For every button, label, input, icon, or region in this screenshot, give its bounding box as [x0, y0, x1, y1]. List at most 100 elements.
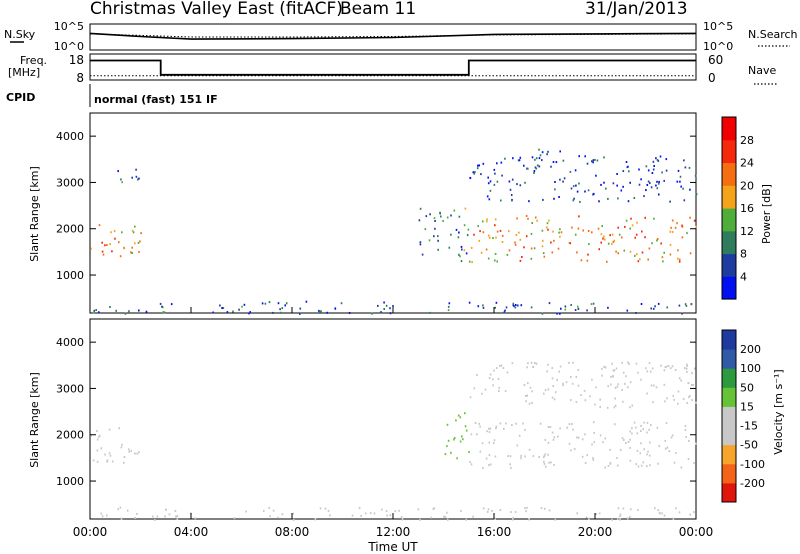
scatter-point	[577, 307, 580, 310]
scatter-point	[671, 219, 674, 222]
scatter-point	[498, 386, 500, 389]
x-tick-label: 20:00	[578, 525, 613, 539]
scatter-point	[543, 462, 546, 465]
scatter-point	[655, 157, 657, 160]
scatter-point	[131, 252, 133, 254]
scatter-point	[535, 362, 538, 365]
scatter-point	[486, 510, 489, 513]
scatter-point	[652, 307, 655, 310]
scatter-point	[479, 425, 481, 428]
scatter-point	[456, 457, 458, 460]
nsky-tick-high: 10^5	[54, 20, 84, 33]
scatter-point	[669, 200, 671, 203]
scatter-point	[243, 303, 246, 306]
scatter-point	[686, 402, 689, 404]
scatter-point	[389, 312, 392, 315]
scatter-point	[552, 438, 555, 441]
scatter-point	[553, 436, 556, 439]
scatter-point	[491, 509, 493, 512]
scatter-point	[121, 443, 123, 446]
scatter-point	[604, 437, 607, 440]
scatter-point	[511, 424, 513, 426]
scatter-point	[616, 385, 619, 388]
x-tick-label: 16:00	[477, 525, 512, 539]
scatter-point	[660, 242, 662, 245]
scatter-point	[576, 436, 578, 439]
scatter-point	[533, 170, 536, 172]
scatter-point	[629, 381, 632, 384]
scatter-point	[544, 438, 547, 441]
scatter-point	[159, 302, 162, 305]
scatter-point	[663, 369, 666, 372]
scatter-point	[680, 185, 682, 188]
scatter-point	[601, 367, 603, 370]
scatter-point	[647, 450, 649, 453]
scatter-point	[584, 433, 586, 436]
scatter-point	[647, 180, 650, 183]
scatter-point	[101, 250, 104, 253]
scatter-point	[689, 395, 691, 397]
scatter-point	[434, 227, 436, 230]
scatter-point	[527, 382, 529, 385]
scatter-point	[277, 516, 279, 519]
scatter-point	[136, 512, 138, 515]
scatter-point	[465, 518, 467, 521]
scatter-point	[575, 401, 578, 403]
scatter-point	[499, 422, 502, 425]
scatter-point	[118, 427, 120, 430]
scatter-point	[527, 167, 529, 170]
scatter-point	[476, 433, 478, 436]
scatter-point	[437, 235, 439, 238]
scatter-point	[665, 365, 668, 368]
scatter-point	[674, 368, 677, 371]
scatter-point	[238, 308, 240, 311]
scatter-point	[663, 514, 666, 517]
scatter-point	[360, 514, 362, 517]
scatter-point	[494, 224, 496, 227]
scatter-point	[104, 244, 106, 247]
scatter-point	[535, 167, 538, 170]
scatter-point	[637, 260, 640, 263]
scatter-point	[222, 307, 225, 310]
scatter-point	[554, 518, 557, 521]
scatter-point	[504, 157, 506, 160]
scatter-point	[630, 217, 632, 220]
scatter-point	[525, 510, 527, 513]
scatter-point	[539, 154, 542, 157]
scatter-point	[500, 364, 503, 367]
scatter-point	[518, 159, 521, 162]
scatter-point	[369, 512, 372, 515]
scatter-point	[553, 239, 555, 242]
scatter-point	[610, 375, 612, 378]
scatter-point	[678, 258, 681, 261]
scatter-point	[377, 304, 379, 307]
scatter-point	[494, 172, 496, 175]
scatter-point	[678, 377, 681, 380]
scatter-point	[437, 248, 439, 251]
scatter-point	[326, 311, 328, 314]
scatter-point	[364, 512, 367, 515]
scatter-point	[340, 302, 343, 305]
scatter-point	[439, 211, 441, 214]
colorbar-segment	[722, 185, 736, 209]
scatter-point	[688, 166, 691, 169]
scatter-point	[433, 217, 436, 220]
scatter-point	[646, 370, 649, 373]
scatter-point	[541, 245, 544, 248]
scatter-point	[658, 182, 660, 185]
scatter-point	[383, 301, 385, 304]
scatter-point	[478, 239, 481, 242]
scatter-point	[656, 187, 659, 190]
scatter-point	[131, 176, 133, 179]
scatter-point	[686, 232, 688, 235]
scatter-point	[130, 251, 132, 254]
scatter-point	[531, 222, 533, 224]
scatter-point	[550, 165, 552, 168]
scatter-point	[641, 251, 644, 254]
scatter-point	[578, 215, 580, 218]
scatter-point	[543, 454, 546, 457]
scatter-point	[128, 310, 130, 313]
scatter-point	[677, 402, 679, 405]
scatter-point	[606, 406, 609, 409]
scatter-point	[93, 309, 96, 312]
